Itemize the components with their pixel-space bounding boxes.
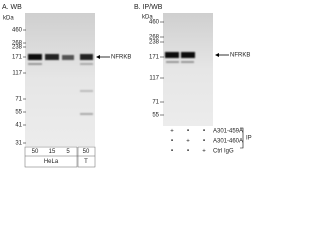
arrow-head bbox=[215, 53, 219, 57]
marker-label: 117 bbox=[149, 76, 159, 82]
ip-mark: • bbox=[187, 149, 189, 155]
bands bbox=[28, 54, 93, 115]
lane-label: 50 bbox=[32, 149, 39, 155]
marker-label: 71 bbox=[152, 100, 159, 106]
marker-label: 41 bbox=[15, 123, 22, 129]
marker-label: 117 bbox=[12, 71, 22, 77]
blot bbox=[163, 13, 213, 126]
ip-mark: • bbox=[203, 129, 205, 135]
ip-bracket bbox=[240, 127, 244, 149]
lane-label: 15 bbox=[49, 149, 56, 155]
marker-label: 238 bbox=[149, 40, 160, 46]
ip-label: IP bbox=[246, 136, 252, 142]
marker-label: 460 bbox=[12, 28, 23, 34]
marker-label: 71 bbox=[15, 97, 22, 103]
marker-label: 55 bbox=[15, 110, 22, 116]
kda-label: kDa bbox=[3, 16, 14, 22]
ip-mark: • bbox=[171, 149, 173, 155]
blot bbox=[25, 13, 95, 146]
group-label: HeLa bbox=[44, 159, 59, 165]
bands bbox=[165, 52, 195, 63]
ip-mark: • bbox=[203, 139, 205, 145]
marker-label: 268 bbox=[149, 35, 160, 41]
marker-label: 171 bbox=[149, 55, 160, 61]
row-label: A301-460A bbox=[213, 139, 243, 145]
marker-label: 268 bbox=[12, 41, 23, 47]
lane-label: 5 bbox=[66, 149, 70, 155]
marker-label: 238 bbox=[12, 45, 23, 51]
marker-label: 55 bbox=[152, 113, 159, 119]
ip-mark: + bbox=[186, 139, 190, 145]
figure: A. WB kDa NFRKB 460268238171117715541315… bbox=[2, 4, 252, 168]
kda-label: kDa bbox=[142, 15, 153, 21]
panel-label: A. WB bbox=[2, 4, 22, 11]
marker-label: 171 bbox=[12, 55, 23, 61]
row-label: A301-459A bbox=[213, 129, 243, 135]
lane-box bbox=[77, 146, 96, 168]
lane-label: 50 bbox=[83, 149, 90, 155]
marker-label: 460 bbox=[149, 20, 160, 26]
row-label: Ctrl IgG bbox=[213, 149, 234, 155]
arrow-head bbox=[96, 55, 100, 59]
ip-mark: • bbox=[187, 129, 189, 135]
target-label: NFRKB bbox=[111, 55, 131, 61]
marker-label: 31 bbox=[15, 141, 22, 147]
lane-box bbox=[24, 146, 78, 168]
ip-mark: • bbox=[171, 139, 173, 145]
panel-label: B. IP/WB bbox=[134, 4, 163, 11]
target-label: NFRKB bbox=[230, 53, 250, 59]
ip-mark: + bbox=[170, 129, 174, 135]
ip-mark: + bbox=[202, 149, 206, 155]
group-label: T bbox=[84, 159, 88, 165]
